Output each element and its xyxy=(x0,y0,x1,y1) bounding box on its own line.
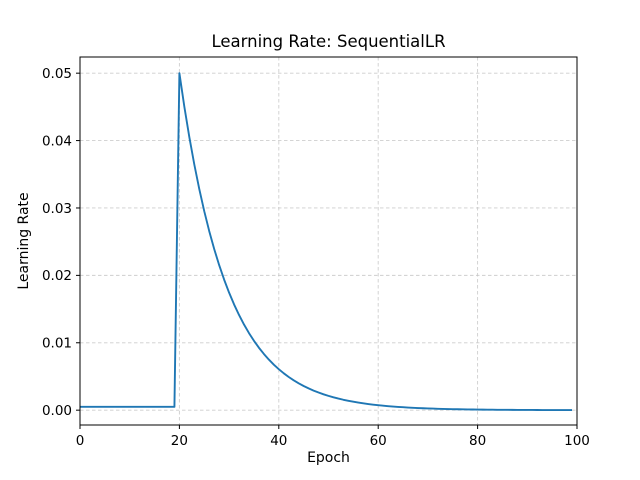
axes-spines xyxy=(79,56,578,426)
y-tick-label: 0.03 xyxy=(42,201,72,217)
y-axis-label: Learning Rate xyxy=(16,192,32,289)
x-axis-label: Epoch xyxy=(307,450,350,466)
x-tick-label: 80 xyxy=(469,433,486,449)
tick-marks xyxy=(76,72,578,429)
plot-border xyxy=(79,56,578,426)
y-tick-label: 0.05 xyxy=(42,66,72,82)
y-tick-label: 0.02 xyxy=(42,268,72,284)
x-tick-label: 0 xyxy=(76,433,85,449)
x-tick-label: 60 xyxy=(370,433,387,449)
y-tick-label: 0.00 xyxy=(42,403,72,419)
chart-title: Learning Rate: SequentialLR xyxy=(211,32,445,51)
tick-labels: 0 20 40 60 80 100 0.00 0.01 0.02 0.03 0.04 0.05 xyxy=(42,66,590,449)
x-tick-label: 20 xyxy=(171,433,188,449)
x-tick-label: 100 xyxy=(564,433,590,449)
grid-lines xyxy=(79,57,578,425)
x-tick-label: 40 xyxy=(270,433,287,449)
y-tick-label: 0.01 xyxy=(42,336,72,352)
y-tick-label: 0.04 xyxy=(42,133,72,149)
learning-rate-curve xyxy=(80,72,573,412)
